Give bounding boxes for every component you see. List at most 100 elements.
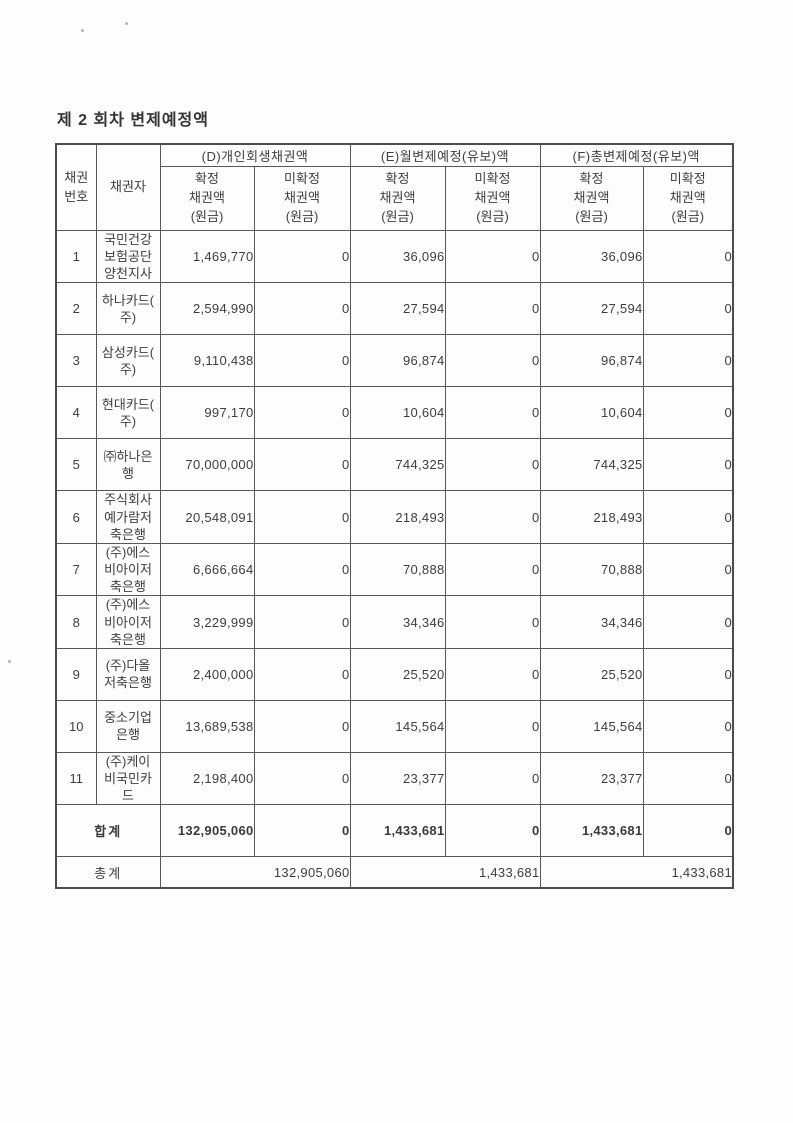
subtotal-d-unfixed: 0 (253, 804, 351, 858)
creditor-name: 주식회사 예가람저 축은행 (95, 490, 161, 544)
claim-number: 6 (55, 490, 97, 544)
amount-e-unfixed: 0 (444, 751, 541, 806)
amount-e-fixed: 70,888 (349, 542, 446, 597)
claim-number: 11 (55, 751, 97, 806)
amount-d-fixed: 13,689,538 (159, 699, 255, 753)
amount-d-unfixed: 0 (253, 229, 351, 284)
amount-f-fixed: 25,520 (539, 647, 644, 701)
amount-d-unfixed: 0 (253, 699, 351, 753)
amount-e-fixed: 36,096 (349, 229, 446, 284)
claim-number: 1 (55, 229, 97, 284)
amount-e-unfixed: 0 (444, 282, 541, 336)
amount-e-unfixed: 0 (444, 438, 541, 492)
table-row: 4 현대카드( 주) 997,170 0 10,604 0 10,604 0 (55, 386, 734, 440)
scan-artifact-dot (8, 660, 11, 663)
amount-d-fixed: 70,000,000 (159, 438, 255, 492)
amount-e-fixed: 23,377 (349, 751, 446, 806)
scan-artifact-dot (81, 29, 84, 32)
amount-f-fixed: 145,564 (539, 699, 644, 753)
amount-f-unfixed: 0 (642, 386, 734, 440)
amount-e-unfixed: 0 (444, 699, 541, 753)
amount-d-fixed: 20,548,091 (159, 490, 255, 544)
amount-f-unfixed: 0 (642, 595, 734, 649)
amount-f-unfixed: 0 (642, 647, 734, 701)
grand-total-row: 총계 132,905,060 1,433,681 1,433,681 (55, 856, 734, 889)
amount-f-fixed: 23,377 (539, 751, 644, 806)
amount-d-fixed: 2,198,400 (159, 751, 255, 806)
amount-e-unfixed: 0 (444, 595, 541, 649)
creditor-name: (주)에스 비아이저 축은행 (95, 542, 161, 597)
col-header-d-unfixed: 미확정 채권액 (원금) (253, 166, 351, 231)
amount-e-unfixed: 0 (444, 542, 541, 597)
amount-d-fixed: 6,666,664 (159, 542, 255, 597)
subtotal-f-fixed: 1,433,681 (539, 804, 644, 858)
grand-total-e: 1,433,681 (349, 856, 541, 889)
amount-e-unfixed: 0 (444, 647, 541, 701)
table-row: 3 삼성카드( 주) 9,110,438 0 96,874 0 96,874 0 (55, 334, 734, 388)
table-row: 1 국민건강 보험공단 양천지사 1,469,770 0 36,096 0 36… (55, 229, 734, 284)
table-row: 5 ㈜하나은 행 70,000,000 0 744,325 0 744,325 … (55, 438, 734, 492)
amount-f-unfixed: 0 (642, 282, 734, 336)
creditor-name: (주)케이 비국민카 드 (95, 751, 161, 806)
table-row: 11 (주)케이 비국민카 드 2,198,400 0 23,377 0 23,… (55, 751, 734, 806)
amount-f-fixed: 96,874 (539, 334, 644, 388)
amount-f-fixed: 27,594 (539, 282, 644, 336)
amount-e-fixed: 25,520 (349, 647, 446, 701)
col-header-e-unfixed: 미확정 채권액 (원금) (444, 166, 541, 231)
claim-number: 2 (55, 282, 97, 336)
grand-total-label: 총계 (55, 856, 161, 889)
amount-f-unfixed: 0 (642, 751, 734, 806)
claim-number: 4 (55, 386, 97, 440)
col-group-d-rehab-claim: (D)개인회생채권액 (159, 143, 351, 167)
amount-e-unfixed: 0 (444, 490, 541, 544)
amount-f-unfixed: 0 (642, 542, 734, 597)
creditor-name: 삼성카드( 주) (95, 334, 161, 388)
amount-e-fixed: 34,346 (349, 595, 446, 649)
header-group-row: 채권 번호 채권자 (D)개인회생채권액 (E)월변제예정(유보)액 (F)총변… (55, 143, 734, 231)
amount-e-fixed: 145,564 (349, 699, 446, 753)
amount-e-unfixed: 0 (444, 334, 541, 388)
creditor-name: ㈜하나은 행 (95, 438, 161, 492)
amount-d-unfixed: 0 (253, 751, 351, 806)
amount-d-unfixed: 0 (253, 595, 351, 649)
amount-f-fixed: 10,604 (539, 386, 644, 440)
claim-number: 10 (55, 699, 97, 753)
subtotal-e-fixed: 1,433,681 (349, 804, 446, 858)
table-row: 8 (주)에스 비아이저 축은행 3,229,999 0 34,346 0 34… (55, 595, 734, 649)
amount-d-unfixed: 0 (253, 490, 351, 544)
amount-e-unfixed: 0 (444, 229, 541, 284)
amount-f-unfixed: 0 (642, 699, 734, 753)
claim-number: 3 (55, 334, 97, 388)
amount-e-fixed: 218,493 (349, 490, 446, 544)
header-sub-row: 확정 채권액 (원금) 미확정 채권액 (원금) 확정 채권액 (원금) 미확정… (56, 166, 734, 231)
amount-d-fixed: 2,400,000 (159, 647, 255, 701)
creditor-name: 중소기업 은행 (95, 699, 161, 753)
grand-total-d: 132,905,060 (159, 856, 351, 889)
table-row: 2 하나카드( 주) 2,594,990 0 27,594 0 27,594 0 (55, 282, 734, 336)
amount-d-fixed: 9,110,438 (159, 334, 255, 388)
amount-f-fixed: 218,493 (539, 490, 644, 544)
subtotal-label: 합계 (55, 804, 161, 858)
creditor-name: 현대카드( 주) (95, 386, 161, 440)
amount-d-unfixed: 0 (253, 542, 351, 597)
col-header-creditor: 채권자 (95, 143, 161, 231)
table-row: 7 (주)에스 비아이저 축은행 6,666,664 0 70,888 0 70… (55, 542, 734, 597)
scan-artifact-dot (125, 22, 128, 25)
creditor-name: (주)다올 저축은행 (95, 647, 161, 701)
amount-f-fixed: 36,096 (539, 229, 644, 284)
amount-e-fixed: 27,594 (349, 282, 446, 336)
grand-total-f: 1,433,681 (539, 856, 734, 889)
amount-f-unfixed: 0 (642, 490, 734, 544)
creditor-name: (주)에스 비아이저 축은행 (95, 595, 161, 649)
amount-e-fixed: 744,325 (349, 438, 446, 492)
amount-d-unfixed: 0 (253, 438, 351, 492)
subtotal-d-fixed: 132,905,060 (159, 804, 255, 858)
amount-f-unfixed: 0 (642, 334, 734, 388)
amount-d-unfixed: 0 (253, 386, 351, 440)
subtotal-row: 합계 132,905,060 0 1,433,681 0 1,433,681 0 (55, 804, 734, 858)
amount-f-fixed: 70,888 (539, 542, 644, 597)
col-header-f-fixed: 확정 채권액 (원금) (539, 166, 644, 231)
amount-d-fixed: 2,594,990 (159, 282, 255, 336)
col-header-f-unfixed: 미확정 채권액 (원금) (642, 166, 734, 231)
